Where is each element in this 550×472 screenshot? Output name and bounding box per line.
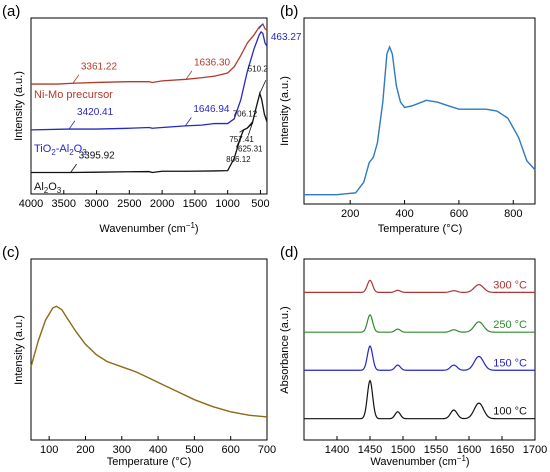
x-tick-label: 4000 <box>19 198 43 210</box>
panel-label: (b) <box>280 3 298 20</box>
panel-d: (d) 1400 1450 1500 1550 1600 1650 1700 300 °C 2… <box>279 244 547 468</box>
x-tick-label: 500 <box>251 198 269 210</box>
x-tick-label: 400 <box>395 208 413 220</box>
series-line <box>30 305 268 418</box>
annotation-leader <box>258 23 264 30</box>
panel-label: (d) <box>280 244 298 261</box>
x-tick-label: 200 <box>341 208 359 220</box>
peak-annotation: 3395.92 <box>79 151 116 162</box>
x-tick-label: 600 <box>450 208 468 220</box>
panel-c: (c) 100 200 300 400 500 600 700 Intensity (a.u… <box>2 244 276 468</box>
peak-annotation: 3420.41 <box>77 107 114 118</box>
x-tick-label: 1000 <box>215 198 239 210</box>
x-axis-ticks: 200 400 600 800 <box>341 200 522 220</box>
x-tick-label: 200 <box>76 444 94 456</box>
peak-annotation: 625.31 <box>238 145 263 154</box>
peak-annotation: 463.27 <box>271 32 302 43</box>
x-axis-label: Wavenumber (cm−1) <box>370 454 469 468</box>
x-axis-ticks: 100 200 300 400 500 600 700 <box>40 436 276 456</box>
peak-annotation: 1636.30 <box>194 57 231 68</box>
x-axis-ticks: 1400 1450 1500 1550 1600 1650 1700 <box>325 436 547 456</box>
series-line <box>30 30 268 131</box>
x-tick-label: 400 <box>149 444 167 456</box>
x-tick-label: 1500 <box>183 198 207 210</box>
y-axis-label: Intensity (a.u.) <box>13 315 25 385</box>
plot-frame <box>30 17 268 195</box>
x-tick-label: 2500 <box>117 198 141 210</box>
x-tick-label: 700 <box>258 444 276 456</box>
x-tick-label: 1500 <box>391 444 415 456</box>
series-lines <box>304 279 535 420</box>
series-line <box>31 22 268 85</box>
peak-annotation: 757.41 <box>229 135 254 144</box>
x-axis-label: Temperature (°C) <box>378 223 462 235</box>
x-tick-label: 1650 <box>490 444 514 456</box>
x-tick-label: 3000 <box>84 198 108 210</box>
legend-label-nimo: Ni-Mo precursor <box>34 89 113 101</box>
x-tick-label: 1700 <box>523 444 547 456</box>
peak-annotation: 510.2 <box>248 65 269 74</box>
peak-annotation: 806.12 <box>226 155 251 164</box>
annotation-leader <box>247 123 253 136</box>
peak-annotation: 3361.22 <box>81 61 118 72</box>
plot-frame <box>303 258 536 441</box>
series-lines <box>30 305 268 418</box>
panel-label: (a) <box>2 3 20 20</box>
series-line <box>304 44 536 196</box>
x-tick-label: 1450 <box>358 444 382 456</box>
x-tick-label: 3500 <box>52 198 76 210</box>
peak-annotations: 3361.22 1636.30 463.27 3420.41 1646.94 3395.9… <box>68 23 302 173</box>
x-tick-label: 500 <box>185 444 203 456</box>
annotation-leader <box>72 74 80 84</box>
annotation-leader <box>185 70 193 80</box>
x-tick-label: 800 <box>504 208 522 220</box>
series-line <box>304 279 535 294</box>
annotation-leader <box>259 80 267 94</box>
x-tick-label: 100 <box>40 444 58 456</box>
series-lines <box>304 44 536 196</box>
series-line <box>304 314 535 333</box>
x-tick-label: 600 <box>222 444 240 456</box>
plot-frame <box>303 17 536 205</box>
peak-annotation: 706.12 <box>233 109 258 118</box>
x-tick-label: 2000 <box>150 198 174 210</box>
annotation-leader <box>70 163 77 173</box>
y-axis-label: Intensity (a.u.) <box>279 76 291 146</box>
panel-a: (a) 4000 3500 3000 2500 2000 1500 1000 500 3361… <box>2 3 302 235</box>
annotation-leader <box>236 137 241 148</box>
series-line <box>31 91 268 174</box>
plot-frame <box>30 258 268 441</box>
x-tick-label: 1400 <box>325 444 349 456</box>
series-line <box>304 379 535 420</box>
series-label: 150 °C <box>493 357 527 369</box>
panel-b: (b) 200 400 600 800 Intensity (a.u.) Temper… <box>279 3 536 235</box>
series-labels: 300 °C 250 °C 150 °C 100 °C <box>493 279 527 417</box>
series-lines <box>30 22 268 174</box>
x-tick-label: 300 <box>113 444 131 456</box>
annotation-leader <box>239 129 244 133</box>
x-tick-label: 1600 <box>457 444 481 456</box>
panel-label: (c) <box>2 244 20 261</box>
series-label: 300 °C <box>493 279 527 291</box>
series-line <box>304 345 535 371</box>
series-label: 250 °C <box>493 319 527 331</box>
series-label: 100 °C <box>493 406 527 418</box>
peak-annotation: 1646.94 <box>193 104 230 115</box>
annotation-leader <box>246 120 254 129</box>
legend-label-tio2-al2o3: TiO2-Al2O3 <box>34 143 87 157</box>
x-axis-label: Wavenumber (cm−1) <box>99 221 198 235</box>
y-axis-label: Intensity (a.u.) <box>13 71 25 141</box>
x-axis-ticks: 4000 3500 3000 2500 2000 1500 1000 500 <box>19 190 270 210</box>
legend-label-al2o3: Al2O3 <box>34 181 62 195</box>
y-axis-label: Absorbance (a.u.) <box>279 306 291 393</box>
annotation-leader <box>184 117 192 127</box>
x-axis-label: Temperature (°C) <box>107 456 191 468</box>
x-tick-label: 1550 <box>424 444 448 456</box>
annotation-leader <box>68 120 76 130</box>
